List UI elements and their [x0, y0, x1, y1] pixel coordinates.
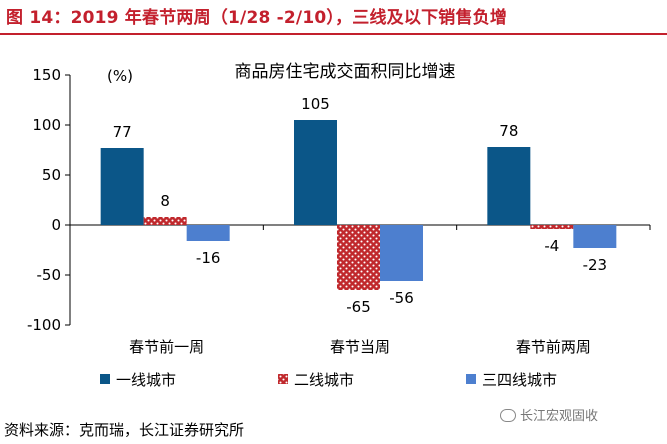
bar-3 [186, 225, 230, 241]
y-tick-label: -100 [27, 316, 61, 334]
legend-swatch [100, 374, 110, 384]
bar-1 [487, 147, 531, 225]
x-category-label: 春节前两周 [516, 338, 591, 356]
bar-2 [530, 225, 574, 229]
legend-label: 一线城市 [116, 371, 176, 389]
bar-1 [100, 148, 144, 225]
bar-2 [337, 225, 380, 290]
y-tick-label: 0 [51, 216, 61, 234]
y-tick-label: -50 [37, 266, 62, 284]
y-tick-label: 50 [42, 166, 61, 184]
y-tick-label: 100 [32, 116, 61, 134]
data-label: -23 [583, 256, 608, 274]
data-label: -65 [346, 298, 371, 316]
watermark: 长江宏观固收 [500, 405, 598, 424]
legend-swatch [278, 374, 288, 384]
y-axis-unit-label: (%) [107, 67, 133, 85]
figure-title: 图 14：2019 年春节两周（1/28 -2/10），三线及以下销售负增 [6, 8, 508, 28]
x-category-label: 春节前一周 [129, 338, 204, 356]
bar-2 [143, 217, 187, 225]
watermark-text: 长江宏观固收 [520, 409, 599, 424]
y-tick-label: 150 [32, 66, 61, 84]
data-label: -16 [196, 249, 221, 267]
legend-label: 二线城市 [294, 371, 354, 389]
data-label: 77 [113, 123, 132, 141]
bar-3 [380, 225, 423, 281]
data-label: 8 [160, 192, 170, 210]
bar-1 [294, 120, 337, 225]
legend-swatch [466, 374, 476, 384]
title-rule [0, 33, 667, 35]
data-label: 78 [499, 122, 518, 140]
data-label: -4 [544, 237, 559, 255]
data-label: 105 [301, 95, 330, 113]
data-label: -56 [389, 289, 414, 307]
legend-label: 三四线城市 [482, 371, 557, 389]
source-note: 资料来源：克而瑞，长江证券研究所 [4, 421, 245, 439]
x-category-label: 春节当周 [330, 338, 390, 356]
chart-title: 商品房住宅成交面积同比增速 [235, 62, 456, 82]
wechat-icon [500, 409, 516, 422]
bar-3 [573, 225, 617, 248]
